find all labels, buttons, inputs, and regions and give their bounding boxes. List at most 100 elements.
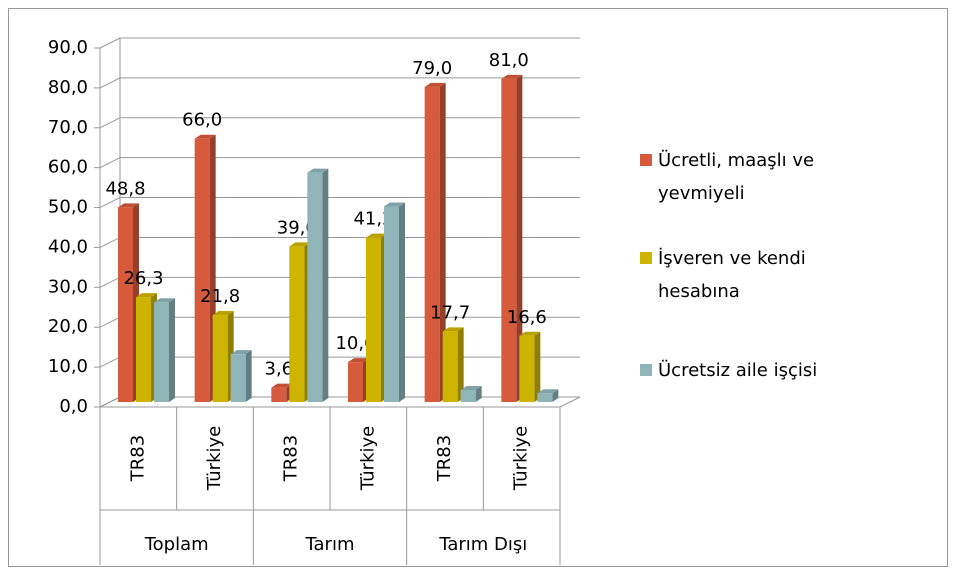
bar: [212, 311, 234, 402]
x-tick-label: TR83: [434, 435, 455, 482]
bar: [384, 202, 405, 402]
data-label: 10,0: [335, 333, 375, 354]
bar: [366, 233, 387, 402]
bar-top: [136, 293, 157, 298]
bar-top: [307, 168, 329, 173]
x-tick-label: TR83: [127, 435, 148, 482]
y-tick-label: 50,0: [48, 197, 88, 218]
data-label: 66,0: [182, 110, 222, 131]
bar-top: [424, 82, 446, 87]
bar-front: [271, 387, 287, 402]
bar: [307, 168, 329, 402]
bar-top: [537, 389, 559, 394]
bar: [118, 203, 139, 402]
bar-top: [212, 311, 234, 316]
bar-front: [384, 206, 399, 402]
data-label: 48,8: [105, 178, 145, 199]
bar: [501, 74, 523, 403]
y-tick-label: 0,0: [59, 396, 88, 417]
bar-front: [424, 86, 440, 402]
bar-side: [322, 168, 329, 402]
y-tick-label: 30,0: [48, 276, 88, 297]
bar: [348, 358, 369, 402]
bar-side: [457, 327, 464, 402]
grid-line: [99, 77, 580, 89]
bar-top: [501, 74, 523, 79]
data-label: 16,6: [507, 307, 547, 328]
bar-top: [230, 350, 252, 355]
bar-front: [307, 172, 323, 402]
bar-top: [194, 134, 216, 139]
bar: [194, 134, 216, 402]
bar-top: [289, 242, 311, 247]
group-label: Tarım: [305, 534, 355, 555]
data-label: 21,8: [200, 286, 240, 307]
bar-front: [519, 335, 535, 402]
bar-top: [460, 386, 482, 391]
bar: [537, 389, 559, 402]
bar-side: [245, 350, 252, 402]
bar-side: [516, 74, 523, 403]
bar: [136, 293, 157, 402]
group-label: Tarım Dışı: [438, 534, 527, 555]
bar: [289, 242, 311, 402]
y-tick-label: 40,0: [48, 236, 88, 257]
bar-side: [475, 386, 482, 402]
bar-top: [442, 327, 464, 332]
bar: [442, 327, 464, 402]
bar-front: [154, 302, 169, 402]
bar: [519, 331, 541, 402]
data-label: 17,7: [430, 302, 470, 323]
bar-top: [154, 298, 175, 303]
bar-front: [366, 237, 381, 402]
bar-side: [552, 389, 559, 402]
bar: [424, 82, 446, 402]
bar-top: [348, 358, 369, 363]
bar-side: [169, 298, 175, 402]
bar-front: [118, 207, 133, 402]
x-tick-label: Türkiye: [204, 426, 225, 492]
bar-front: [230, 354, 246, 402]
x-tick-label: Türkiye: [357, 426, 378, 492]
bar-front: [289, 246, 305, 402]
bar-top: [384, 202, 405, 207]
bar-front: [212, 315, 228, 402]
bar-front: [442, 331, 458, 402]
y-tick-label: 10,0: [48, 356, 88, 377]
bar-front: [194, 138, 210, 402]
bar: [230, 350, 252, 402]
y-tick-label: 60,0: [48, 157, 88, 178]
grid-line: [99, 37, 580, 49]
bar: [460, 386, 482, 402]
bar-side: [439, 82, 446, 402]
legend-label: İşveren ve kendi hesabına: [658, 248, 806, 302]
data-label: 41,2: [353, 209, 393, 230]
bar-front: [348, 362, 363, 402]
bar: [154, 298, 175, 402]
data-label: 26,3: [123, 268, 163, 289]
bar-side: [399, 202, 405, 402]
bar-front: [136, 297, 151, 402]
y-tick-label: 20,0: [48, 316, 88, 337]
legend-label: Ücretli, maaşlı ve yevmiyeli: [658, 150, 815, 204]
x-tick-label: Türkiye: [511, 426, 532, 492]
data-label: 39,0: [277, 217, 317, 238]
bar-front: [460, 390, 476, 402]
y-tick-label: 70,0: [48, 117, 88, 138]
bar-top: [271, 383, 293, 388]
x-tick-label: TR83: [281, 435, 302, 482]
bar-front: [501, 78, 517, 403]
bar-top: [519, 331, 541, 336]
data-label: 3,6: [265, 359, 294, 380]
group-label: Toplam: [144, 534, 209, 555]
data-label: 81,0: [489, 50, 529, 71]
data-label: 79,0: [412, 58, 452, 79]
legend-swatch: [640, 364, 652, 376]
bar-top: [118, 203, 139, 208]
legend-swatch: [640, 252, 652, 264]
legend-label: Ücretsiz aile işçisi: [658, 360, 818, 381]
y-tick-label: 80,0: [48, 77, 88, 98]
bar: [271, 383, 293, 402]
